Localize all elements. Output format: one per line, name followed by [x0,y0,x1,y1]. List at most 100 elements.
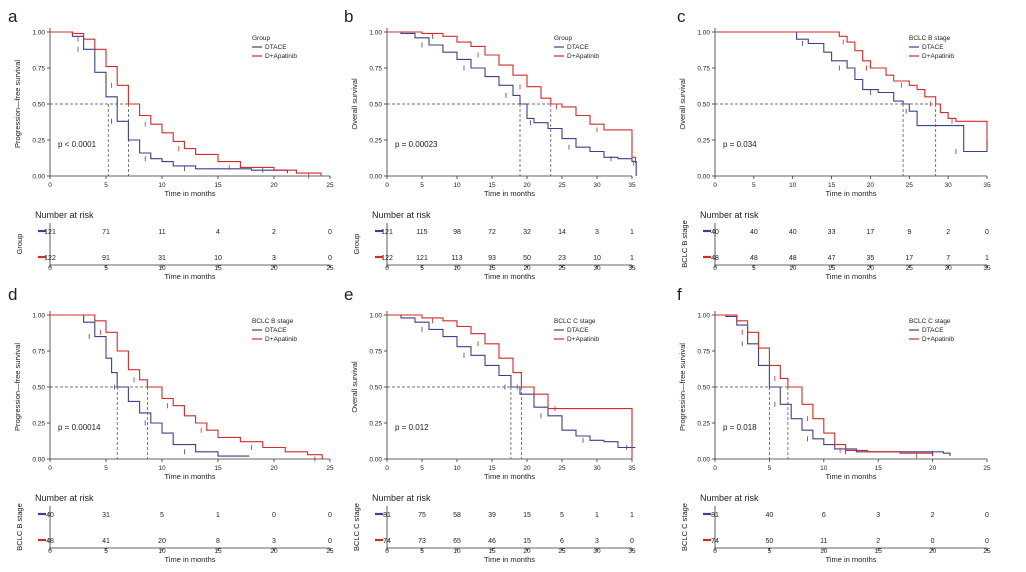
risk-count: 6 [822,512,826,519]
x-axis-title: Time in months [826,472,877,481]
risk-count: 31 [102,512,110,519]
y-axis-title: Overall survival [350,78,359,130]
panel-e: e0.000.250.500.751.000 5 10 15 20 25 30 35Time … [344,285,636,564]
risk-count: 48 [711,255,719,262]
risk-y-axis-title: BCLC B stage [680,220,689,268]
x-tick-label: 30 [593,182,601,189]
risk-count: 0 [985,538,989,545]
x-axis-title: Time in months [165,189,216,198]
risk-x-tick-label: 5 [420,265,424,272]
risk-count: 93 [488,255,496,262]
y-tick-label: 0.25 [32,421,45,428]
x-tick-label: 10 [158,182,166,189]
y-tick-label: 0.25 [369,421,382,428]
x-tick-label: 15 [488,465,496,472]
risk-x-tick-label: 25 [326,548,334,555]
risk-x-tick-label: 5 [752,265,756,272]
risk-count: 17 [905,255,913,262]
risk-y-axis-title: Group [352,234,361,255]
risk-x-tick-label: 25 [983,548,991,555]
x-tick-label: 25 [906,182,914,189]
risk-x-tick-label: 10 [158,548,166,555]
risk-count: 0 [328,512,332,519]
risk-x-tick-label: 10 [789,265,797,272]
risk-x-tick-label: 15 [875,548,883,555]
series-line-dapatinib [50,314,323,459]
risk-count: 113 [451,255,462,262]
x-tick-label: 25 [558,465,566,472]
risk-count: 121 [44,229,56,236]
x-tick-label: 5 [768,465,772,472]
risk-count: 7 [946,255,950,262]
y-tick-label: 0.25 [697,138,710,145]
y-tick-label: 0.25 [32,138,45,145]
x-tick-label: 5 [104,465,108,472]
y-tick-label: 0.50 [697,385,710,392]
y-tick-label: 0.25 [697,421,710,428]
legend-label: D+Apatinib [922,336,954,343]
legend-label: DTACE [922,327,944,334]
p-value: p < 0.0001 [58,140,97,149]
risk-count: 2 [272,229,276,236]
risk-count: 0 [328,255,332,262]
y-axis-title: Progression—free survival [13,60,22,148]
series-line-dtace [715,31,988,153]
risk-x-axis-title: Time in months [484,272,535,281]
risk-count: 35 [867,255,875,262]
y-axis-title: Overall survival [678,78,687,130]
y-tick-label: 1.00 [369,30,382,37]
risk-x-tick-label: 25 [558,548,566,555]
x-tick-label: 0 [385,182,389,189]
x-tick-label: 10 [453,465,461,472]
x-tick-label: 20 [867,182,875,189]
x-tick-label: 20 [270,182,278,189]
risk-x-axis-title: Time in months [826,555,877,564]
risk-count: 39 [488,512,496,519]
risk-count: 0 [931,538,935,545]
risk-count: 72 [488,229,496,236]
risk-x-tick-label: 35 [628,548,636,555]
risk-count: 0 [328,229,332,236]
risk-x-tick-label: 25 [326,265,334,272]
y-tick-label: 0.00 [697,174,710,181]
risk-count: 50 [766,538,774,545]
risk-count: 3 [876,512,880,519]
legend-label: D+Apatinib [922,53,954,60]
x-tick-label: 25 [326,182,334,189]
risk-count: 47 [828,255,836,262]
risk-count: 40 [750,229,758,236]
x-tick-label: 20 [523,465,531,472]
series-line-dtace [715,314,951,457]
y-tick-label: 0.25 [369,138,382,145]
risk-table-title: Number at risk [35,210,94,220]
risk-x-tick-label: 5 [104,265,108,272]
risk-count: 48 [789,255,797,262]
x-tick-label: 25 [983,465,991,472]
risk-x-tick-label: 15 [214,265,222,272]
risk-x-tick-label: 5 [104,548,108,555]
risk-count: 122 [381,255,393,262]
x-tick-label: 10 [789,182,797,189]
x-tick-label: 30 [593,465,601,472]
panel-letter: b [344,7,353,26]
risk-count: 10 [214,255,222,262]
risk-y-axis-title: BCLC B stage [15,503,24,551]
risk-x-tick-label: 10 [453,265,461,272]
x-tick-label: 25 [326,465,334,472]
x-tick-label: 10 [820,465,828,472]
risk-count: 11 [820,538,827,545]
risk-x-tick-label: 35 [983,265,991,272]
panel-c: c0.000.250.500.751.000 5 10 15 20 25 30 35Time … [677,7,991,281]
x-tick-label: 0 [385,465,389,472]
risk-count: 0 [985,229,989,236]
panel-letter: a [8,7,18,26]
x-tick-label: 5 [420,182,424,189]
x-axis-title: Time in months [484,189,535,198]
risk-x-tick-label: 25 [558,265,566,272]
risk-count: 74 [383,538,391,545]
risk-x-tick-label: 0 [713,265,717,272]
risk-count: 40 [46,512,54,519]
series-line-dapatinib [387,31,637,163]
